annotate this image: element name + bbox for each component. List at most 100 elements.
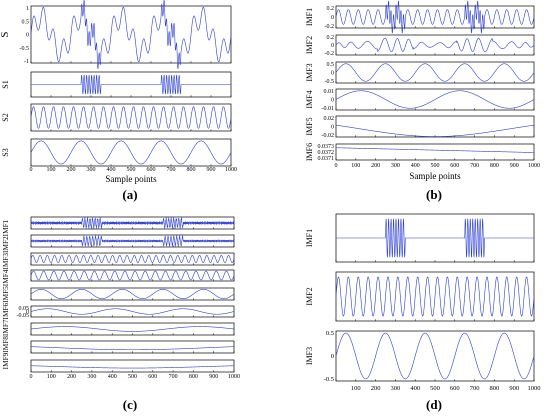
ylabel-block: IMF9IMF8IMF7IMF6IMF5IMF4IMF3IMF2IMF1 (1, 219, 10, 369)
x-tick-label: 500 (127, 167, 136, 173)
subplot-label: IMF1 (305, 8, 314, 26)
signal-line-s (30, 0, 232, 70)
signal-line-imf3 (30, 255, 235, 263)
x-tick-label: 100 (351, 163, 360, 169)
signal-line-imf4 (335, 90, 535, 109)
signal-line-s1 (30, 74, 232, 95)
x-tick-label: 0 (30, 374, 33, 380)
x-tick-label: 600 (450, 163, 459, 169)
signal-line-imf2 (335, 37, 535, 53)
signal-line-imf5 (335, 124, 535, 137)
subplot-c-imf7 (30, 322, 235, 336)
x-tick-label: 700 (169, 374, 178, 380)
subplot-b-imf4: 0.01 0 -0.01 IMF4 (305, 88, 535, 112)
subplot-label: IMF6 (305, 143, 314, 161)
x-tick-label: 600 (148, 374, 157, 380)
subplot-label: S3 (1, 148, 10, 156)
subplot-label: IMF4 (305, 90, 314, 108)
caption-c: (c) (123, 397, 137, 412)
x-tick-label: 600 (450, 385, 460, 392)
x-tick-label: 100 (47, 167, 56, 173)
y-tick-label: -0.5 (325, 79, 335, 85)
y-tick-label: 0.2 (327, 35, 335, 41)
y-tick-label: 1 (26, 6, 29, 12)
signal-line-imf6 (335, 147, 535, 153)
x-tick-label: 200 (67, 374, 76, 380)
y-tick-label: 0.2 (327, 6, 335, 12)
x-tick-label: 300 (87, 374, 96, 380)
y-tick-label: -0.5 (324, 376, 334, 383)
x-tick-label: 700 (167, 167, 176, 173)
x-tick-label: 1000 (228, 374, 240, 380)
subplot-label: IMF3 (305, 63, 314, 81)
x-tick-label: 800 (187, 167, 196, 173)
x-axis-label: Sample points (409, 171, 461, 181)
subplot-c-imf8 (30, 340, 235, 354)
y-tick-label: 0.5 (326, 330, 334, 337)
subplot-b-imf1: 0.2 0 -0.2 IMF1 (305, 0, 535, 34)
y-tick-label: 0 (331, 43, 334, 49)
subplot-label: IMF2 (305, 287, 314, 305)
subplot-a-s3: S3 (1, 138, 232, 167)
x-tick-label: 200 (371, 163, 380, 169)
x-tick-label: 500 (128, 374, 137, 380)
y-tick-label: 0.0373 (318, 144, 335, 150)
x-tick-label: 600 (147, 167, 156, 173)
signal-line-imf1 (335, 0, 535, 34)
x-tick-label: 500 (431, 163, 440, 169)
x-tick-label: 200 (67, 167, 76, 173)
signal-line-imf3 (335, 332, 535, 380)
subplot-d-imf1: IMF1 (305, 213, 535, 263)
y-tick-label: 0.02 (324, 116, 335, 122)
subplot-d-imf2: IMF2 (305, 271, 535, 322)
x-tick-label: 900 (209, 374, 218, 380)
y-tick-label: -0.02 (322, 133, 335, 139)
signal-line-imf9 (30, 365, 235, 369)
x-tick-label: 400 (411, 163, 420, 169)
x-tick-label: 800 (490, 385, 500, 392)
caption-a: (a) (122, 187, 137, 202)
x-tick-label: 700 (470, 385, 480, 392)
panel-d: IMF1 IMF2 0.5 0 -0.5 IMF3 100 200 300 400 500 600 70… (305, 213, 541, 392)
y-tick-label: -0.2 (325, 24, 335, 30)
subplot-label: S1 (1, 80, 10, 88)
subplot-c-imf5 (30, 287, 235, 301)
y-tick-label: 0.01 (324, 89, 335, 95)
signal-line-imf6 (30, 308, 235, 315)
x-tick-label: 0 (30, 167, 33, 173)
x-tick-label: 900 (509, 385, 519, 392)
x-tick-label: 100 (47, 374, 56, 380)
y-tick-label: 0.5 (327, 62, 335, 68)
y-tick-label: 0 (26, 310, 29, 316)
y-tick-label: -0.05 (17, 313, 30, 319)
signal-line-imf4 (30, 270, 235, 281)
caption-d: (d) (426, 397, 442, 412)
x-tick-label: 200 (371, 385, 381, 392)
panel-a: 1 0.5 0 -0.5 -1 S S1 S2 S3 0 100 200 300 400 500 600 700… (0, 0, 237, 184)
y-tick-label: -0.01 (322, 106, 335, 112)
x-tick-label: 1000 (528, 385, 541, 392)
signal-line-imf2 (30, 234, 235, 247)
subplot-a-s: 1 0.5 0 -0.5 -1 S (0, 0, 232, 70)
subplot-c-imf1 (30, 216, 235, 230)
subplot-label: S2 (1, 113, 10, 121)
subplot-b-imf3: 0.5 0 -0.5 IMF3 (305, 61, 535, 85)
y-tick-label: -1 (24, 59, 29, 65)
subplot-label: IMF5 (305, 117, 314, 135)
y-tick-label: 0 (331, 353, 334, 360)
subplot-label: IMF1 (305, 229, 314, 247)
x-tick-label: 400 (108, 374, 117, 380)
subplot-c-imf3 (30, 252, 235, 266)
x-tick-label: 400 (410, 385, 420, 392)
x-tick-label: 300 (87, 167, 96, 173)
subplot-c-imf2 (30, 234, 235, 248)
subplot-label: S (0, 31, 11, 37)
x-tick-label: 300 (391, 385, 401, 392)
subplot-b-imf5: 0.02 0 -0.02 IMF5 (305, 115, 535, 139)
signal-line-imf7 (30, 326, 235, 332)
x-tick-label: 1000 (528, 163, 540, 169)
y-tick-label: 0 (26, 33, 29, 39)
x-tick-label: 800 (189, 374, 198, 380)
subplot-label: IMF3 (305, 347, 314, 365)
x-axis-label: Sample points (105, 174, 157, 184)
